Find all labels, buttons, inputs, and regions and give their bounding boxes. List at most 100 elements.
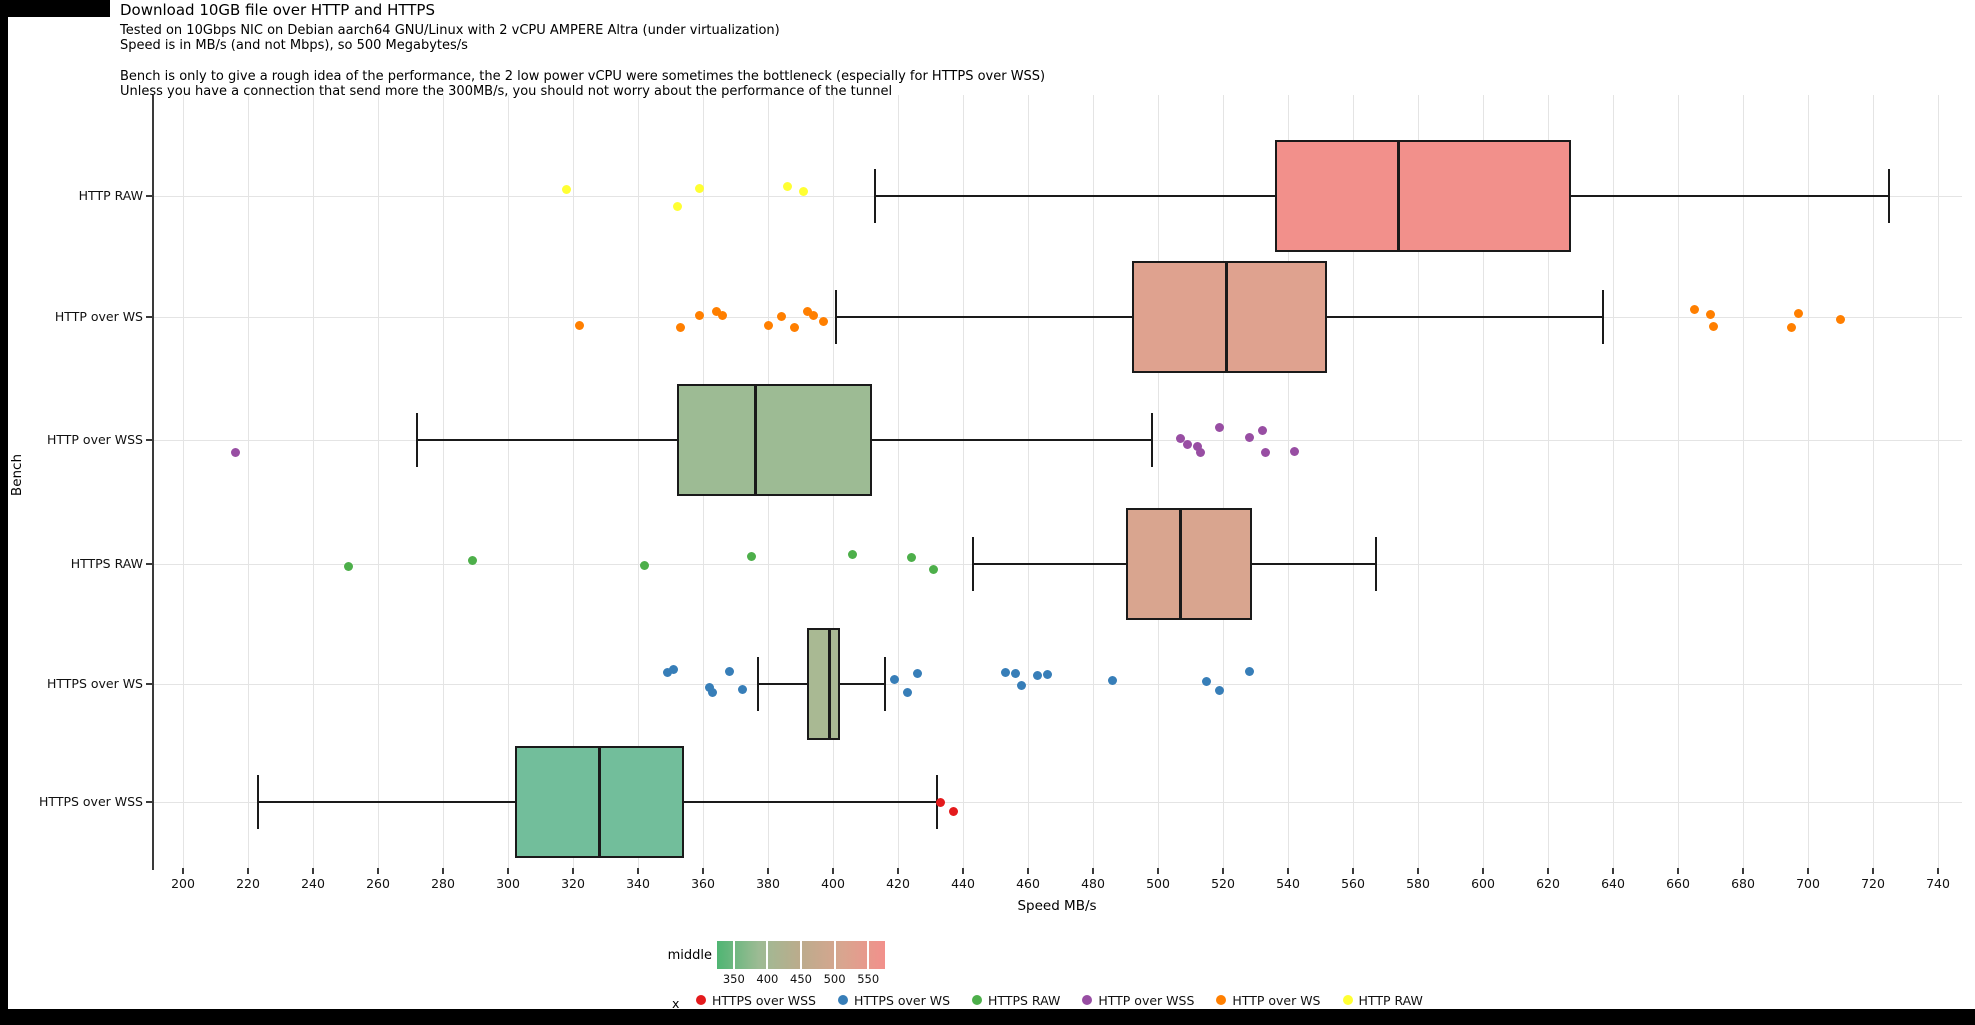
gradient-legend-tick-mark — [800, 941, 802, 969]
data-point-https-over-ws — [1244, 666, 1254, 676]
chart-subtitle-1: Tested on 10Gbps NIC on Debian aarch64 G… — [120, 23, 780, 38]
x-tick-label: 680 — [1731, 876, 1755, 891]
data-point-https-over-ws — [1202, 676, 1212, 686]
data-point-http-over-wss — [230, 447, 240, 457]
x-axis-title: Speed MB/s — [1017, 898, 1097, 914]
data-point-http-over-wss — [1257, 425, 1267, 435]
gradient-legend-tick-label: 400 — [756, 972, 779, 986]
data-point-http-over-wss — [1176, 433, 1186, 443]
legend-dot-https-over-ws — [837, 995, 848, 1005]
x-tick-label: 600 — [1471, 876, 1495, 891]
data-point-http-over-ws — [675, 322, 685, 332]
gridline-horizontal — [152, 802, 1962, 803]
chart-note-2: Unless you have a connection that send m… — [120, 84, 893, 99]
whisker-cap-min-https-over-ws — [757, 657, 760, 711]
whisker-line-high-http-raw — [1570, 195, 1890, 197]
x-axis-tick — [1937, 868, 1939, 874]
data-point-https-raw — [467, 555, 477, 565]
x-axis-tick — [637, 868, 639, 874]
x-axis-tick — [312, 868, 314, 874]
data-point-https-over-wss — [948, 806, 958, 816]
y-tick-label: HTTPS RAW — [70, 556, 143, 571]
median-line-http-raw — [1397, 140, 1400, 252]
legend-label: HTTP over WS — [1232, 992, 1321, 1008]
chart-subtitle-2: Speed is in MB/s (and not Mbps), so 500 … — [120, 38, 468, 53]
gridline-vertical — [573, 95, 574, 868]
x-axis-tick — [1092, 868, 1094, 874]
legend-label: HTTPS over WS — [853, 992, 951, 1008]
x-axis-tick — [1547, 868, 1549, 874]
gridline-vertical — [1938, 95, 1939, 868]
legend-entry-http-over-ws: HTTP over WS — [1216, 992, 1321, 1008]
x-axis-tick — [1807, 868, 1809, 874]
data-point-http-over-ws — [1709, 321, 1719, 331]
gridline-vertical — [1743, 95, 1744, 868]
gradient-legend-tick-mark — [732, 941, 735, 969]
chart-title: Download 10GB file over HTTP and HTTPS — [120, 1, 435, 19]
x-axis-tick — [767, 868, 769, 874]
y-axis-tick — [146, 683, 152, 685]
y-axis-tick — [146, 801, 152, 803]
gradient-legend-tick-label: 500 — [823, 972, 846, 986]
x-axis-tick — [1612, 868, 1614, 874]
y-tick-label: HTTPS over WSS — [39, 794, 143, 809]
x-tick-label: 300 — [496, 876, 520, 891]
y-tick-label: HTTP RAW — [78, 188, 143, 203]
data-point-http-over-ws — [818, 316, 828, 326]
x-tick-label: 220 — [236, 876, 260, 891]
whisker-line-low-http-over-ws — [836, 316, 1132, 318]
data-point-http-over-ws — [789, 322, 799, 332]
whisker-line-low-https-raw — [972, 563, 1126, 565]
whisker-cap-max-http-raw — [1888, 169, 1891, 223]
data-point-http-over-ws — [711, 306, 721, 316]
data-point-http-over-wss — [1192, 441, 1202, 451]
data-point-https-over-ws — [1215, 685, 1225, 695]
y-tick-label: HTTPS over WS — [46, 676, 143, 691]
data-point-https-raw — [640, 560, 649, 570]
box-http-over-wss — [677, 384, 872, 496]
median-line-http-over-wss — [753, 384, 757, 496]
x-tick-label: 280 — [431, 876, 455, 891]
x-tick-label: 240 — [301, 876, 325, 891]
whisker-cap-min-http-over-ws — [835, 290, 838, 344]
gridline-vertical — [443, 95, 444, 868]
gradient-legend-tick-label: 450 — [790, 972, 812, 986]
gridline-vertical — [1353, 95, 1354, 868]
gridline-vertical — [1158, 95, 1159, 868]
x-tick-label: 200 — [171, 876, 195, 891]
y-tick-label: HTTP over WSS — [46, 432, 143, 447]
whisker-line-low-http-raw — [875, 195, 1275, 197]
data-point-https-raw — [929, 564, 939, 574]
gridline-vertical — [1613, 95, 1614, 868]
median-line-https-over-ws — [828, 628, 832, 740]
x-tick-label: 560 — [1341, 876, 1365, 891]
x-tick-label: 380 — [756, 876, 780, 891]
data-point-https-over-wss — [935, 797, 945, 807]
legend-dot-http-raw — [1342, 995, 1353, 1005]
whisker-cap-max-https-over-ws — [884, 657, 886, 711]
gridline-vertical — [1808, 95, 1809, 868]
x-tick-label: 660 — [1666, 876, 1690, 891]
x-axis-tick — [1157, 868, 1159, 874]
data-point-https-raw — [848, 549, 857, 559]
gridline-vertical — [183, 95, 184, 868]
gradient-legend-tick-mark — [867, 941, 870, 969]
x-axis-tick — [1677, 868, 1679, 874]
whisker-line-high-https-raw — [1252, 563, 1376, 565]
data-point-https-over-ws — [1043, 669, 1052, 679]
data-point-https-over-ws — [1033, 670, 1043, 680]
window-edge-left — [0, 0, 8, 1010]
data-point-https-over-ws — [737, 684, 747, 694]
data-point-http-over-ws — [1787, 322, 1797, 332]
gridline-vertical — [508, 95, 509, 868]
data-point-http-over-wss — [1260, 447, 1270, 457]
data-point-http-over-wss — [1195, 447, 1205, 457]
x-axis-tick — [377, 868, 379, 874]
legend-dot-https-over-wss — [696, 995, 706, 1005]
gridline-vertical — [1223, 95, 1224, 868]
data-point-http-raw — [783, 181, 792, 191]
x-tick-label: 740 — [1926, 876, 1950, 891]
data-point-http-over-ws — [776, 311, 786, 321]
data-point-https-raw — [344, 561, 354, 571]
